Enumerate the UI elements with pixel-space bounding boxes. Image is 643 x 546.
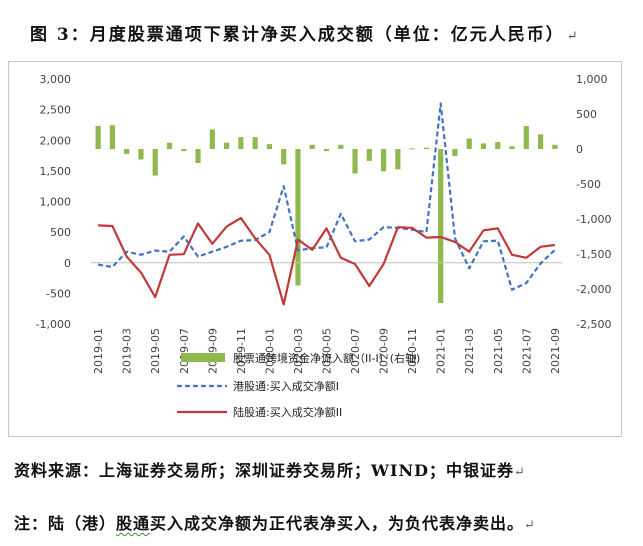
bar [480, 143, 487, 149]
y-left-tick-label: 1,000 [40, 196, 72, 209]
y-left-tick-label: 2,500 [40, 104, 72, 117]
bar [452, 149, 458, 156]
x-tick-label: 2019-01 [92, 328, 105, 374]
x-tick-label: 2019-11 [235, 328, 248, 374]
bar [138, 149, 144, 160]
y-left-tick-label: 3,000 [40, 73, 72, 86]
x-tick-label: 2019-09 [206, 328, 219, 374]
x-tick-label: 2020-03 [292, 328, 305, 374]
bar [523, 125, 529, 149]
bar [281, 149, 287, 165]
legend-label: 股票通跨境资金净流入额（II-I）(右轴) [233, 351, 420, 365]
y-right-tick-label: 1,000 [576, 73, 608, 86]
bar [323, 149, 330, 152]
x-tick-label: 2021-09 [549, 328, 562, 374]
x-tick-label: 2020-11 [406, 328, 419, 374]
combo-chart: 3,000 2,500 2,000 1,500 1,000 500 0 -500 -1,000 1… [36, 73, 612, 419]
legend-bar-swatch [181, 353, 225, 362]
bar [466, 138, 472, 149]
source-line: 资料来源：上海证券交易所；深圳证券交易所；WIND；中银证券↵ [14, 457, 526, 481]
x-tick-label: 2020-05 [321, 328, 334, 374]
bar [95, 125, 101, 149]
bar [166, 142, 173, 149]
x-tick-label: 2019-03 [121, 328, 134, 374]
x-tick-label: 2021-05 [492, 328, 505, 374]
bar [438, 149, 444, 303]
paragraph-mark-icon: ↵ [524, 518, 536, 533]
bar [352, 149, 358, 174]
bar [181, 149, 187, 152]
paragraph-mark-icon: ↵ [513, 465, 526, 480]
figure-title-text: 图 3：月度股票通项下累计净买入成交额（单位：亿元人民币） [30, 25, 565, 45]
bar [409, 148, 415, 150]
bar [309, 144, 315, 149]
figure-title: 图 3：月度股票通项下累计净买入成交额（单位：亿元人民币） ↵ [30, 20, 630, 45]
y-right-tick-label: 500 [576, 108, 597, 121]
y-left-tick-label: -1,000 [36, 318, 71, 331]
note-line: 注：陆（港）股通买入成交净额为正代表净买入，为负代表净卖出。↵ [14, 510, 536, 534]
bar [509, 146, 515, 149]
y-right-tick-label: -2,000 [576, 283, 611, 296]
y-right-tick-label: -1,000 [576, 213, 611, 226]
legend-label: 港股通:买入成交净额I [233, 379, 339, 393]
source-text: 资料来源：上海证券交易所；深圳证券交易所；WIND；中银证券 [14, 461, 514, 480]
y-left-tick-label: 2,000 [40, 134, 72, 147]
chart-frame: 3,000 2,500 2,000 1,500 1,000 500 0 -500 -1,000 1… [8, 61, 622, 437]
y-left-tick-label: 1,500 [40, 165, 72, 178]
x-tick-label: 2020-01 [263, 328, 276, 374]
bar [252, 137, 258, 149]
note-prefix: 注：陆（港） [14, 514, 117, 533]
bar [423, 147, 430, 149]
bar [395, 149, 401, 170]
note-suffix: 买入成交净额为正代表净买入，为负代表净卖出。 [150, 514, 525, 533]
bar [238, 137, 244, 149]
bar [338, 144, 344, 149]
y-right-tick-label: -500 [576, 178, 601, 191]
y-left-tick-label: -500 [46, 287, 71, 300]
bar [266, 144, 273, 149]
bar [195, 149, 201, 163]
x-tick-label: 2020-09 [378, 328, 391, 374]
y-left-tick-label: 0 [64, 257, 71, 270]
y-right-tick-label: -1,500 [576, 248, 611, 261]
legend-label: 陆股通:买入成交净额II [233, 405, 342, 419]
bar [366, 149, 372, 161]
y-right-tick-label: -2,500 [576, 318, 611, 331]
y-right-tick-label: 0 [576, 143, 583, 156]
bar [152, 149, 158, 176]
x-tick-label: 2021-01 [435, 328, 448, 374]
bar [295, 149, 301, 286]
bar [223, 142, 230, 149]
x-tick-label: 2019-07 [178, 328, 191, 374]
note-underlined-text: 股通 [116, 514, 151, 533]
x-tick-label: 2021-03 [463, 328, 476, 374]
bar [537, 134, 544, 149]
bar [552, 144, 558, 149]
paragraph-mark-icon: ↵ [566, 29, 580, 44]
x-tick-label: 2019-05 [149, 328, 162, 374]
x-tick-label: 2020-07 [349, 328, 362, 374]
bar [209, 129, 215, 149]
bar [109, 125, 116, 149]
bar [380, 149, 387, 172]
y-left-tick-label: 500 [50, 226, 71, 239]
bar [124, 149, 130, 154]
sh-connect-line [98, 216, 556, 306]
x-tick-label: 2021-07 [520, 328, 533, 374]
bar [495, 142, 501, 149]
